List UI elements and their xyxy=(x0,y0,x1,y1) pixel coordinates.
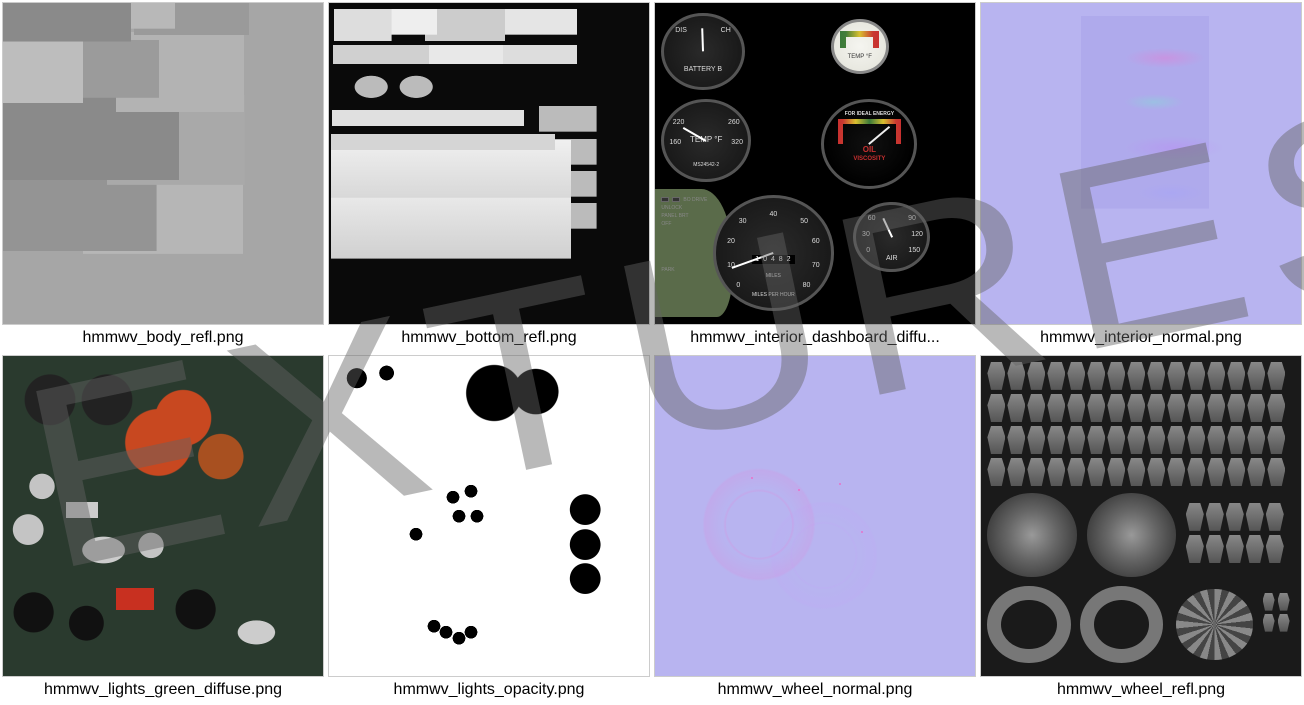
gauge-speedometer: 40 30 50 20 60 10 70 0 80 1 0 4 8 2 MILE… xyxy=(713,195,835,310)
thumbnail-image xyxy=(980,355,1302,678)
thumbnail-cell[interactable]: hmmwv_bottom_refl.png xyxy=(328,2,650,351)
thumbnail-label: hmmwv_lights_green_diffuse.png xyxy=(44,681,282,703)
thumbnail-image xyxy=(328,2,650,325)
thumbnail-label: hmmwv_wheel_refl.png xyxy=(1057,681,1225,703)
gauge-battery: DIS CH BATTERY B xyxy=(661,13,744,90)
thumbnail-image xyxy=(654,355,976,678)
texture-grid: hmmwv_body_refl.png hmmwv_bottom_refl.pn… xyxy=(0,0,1304,705)
dash-switches: BO DRIVE UNLOCK PANEL BRT OFF PARK xyxy=(661,195,719,275)
thumbnail-cell[interactable]: DIS CH BATTERY B TEMP °F 220 260 160 320… xyxy=(654,2,976,351)
thumbnail-cell[interactable]: hmmwv_interior_normal.png xyxy=(980,2,1302,351)
gauge-oil: FOR IDEAL ENERGY OIL VISCOSITY xyxy=(821,99,917,189)
thumbnail-image xyxy=(328,355,650,678)
thumbnail-cell[interactable]: hmmwv_lights_green_diffuse.png xyxy=(2,355,324,704)
gauge-temp-main: 220 260 160 320 TEMP °F MS24542-2 xyxy=(661,99,751,182)
thumbnail-label: hmmwv_lights_opacity.png xyxy=(394,681,585,703)
thumbnail-label: hmmwv_wheel_normal.png xyxy=(718,681,913,703)
thumbnail-cell[interactable]: hmmwv_wheel_refl.png xyxy=(980,355,1302,704)
thumbnail-cell[interactable]: hmmwv_body_refl.png xyxy=(2,2,324,351)
thumbnail-image: DIS CH BATTERY B TEMP °F 220 260 160 320… xyxy=(654,2,976,325)
thumbnail-image xyxy=(980,2,1302,325)
thumbnail-label: hmmwv_interior_normal.png xyxy=(1040,329,1242,351)
thumbnail-image xyxy=(2,355,324,678)
thumbnail-label: hmmwv_bottom_refl.png xyxy=(401,329,576,351)
gauge-air: 60 90 30 120 0 150 AIR xyxy=(853,202,930,273)
gauge-temp-small: TEMP °F xyxy=(831,19,889,73)
thumbnail-image xyxy=(2,2,324,325)
thumbnail-cell[interactable]: hmmwv_lights_opacity.png xyxy=(328,355,650,704)
thumbnail-label: hmmwv_interior_dashboard_diffu... xyxy=(690,329,940,351)
thumbnail-cell[interactable]: hmmwv_wheel_normal.png xyxy=(654,355,976,704)
thumbnail-label: hmmwv_body_refl.png xyxy=(83,329,244,351)
